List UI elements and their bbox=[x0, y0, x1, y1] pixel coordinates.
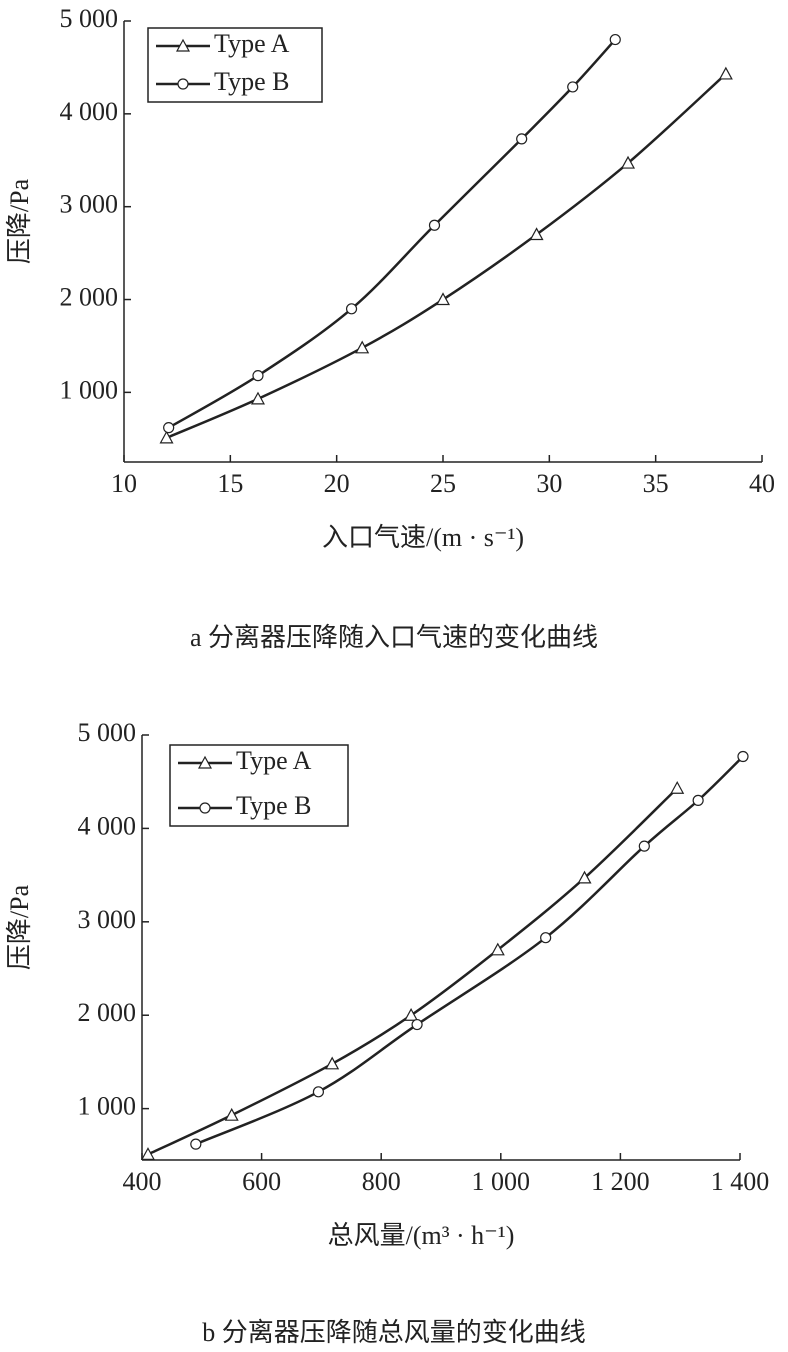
caption: a 分离器压降随入口气速的变化曲线 bbox=[190, 623, 598, 652]
x-tick-label: 25 bbox=[430, 469, 456, 498]
series-line bbox=[147, 787, 679, 1156]
data-point bbox=[567, 81, 579, 93]
data-point bbox=[692, 794, 704, 806]
x-tick-label: 40 bbox=[749, 469, 775, 498]
data-point bbox=[355, 340, 370, 354]
x-tick-label: 35 bbox=[643, 469, 669, 498]
legend-marker bbox=[175, 38, 191, 52]
x-tick-label: 1 400 bbox=[711, 1167, 770, 1196]
data-point bbox=[140, 1147, 155, 1160]
y-axis-label: 压降/Pa bbox=[5, 884, 34, 970]
data-point bbox=[670, 780, 685, 794]
data-point bbox=[540, 932, 552, 944]
y-tick-label: 2 000 bbox=[60, 282, 119, 311]
legend-marker bbox=[177, 78, 189, 90]
y-tick-label: 5 000 bbox=[60, 4, 119, 33]
x-tick-label: 20 bbox=[324, 469, 350, 498]
data-point bbox=[435, 292, 451, 306]
legend-label: Type B bbox=[214, 67, 289, 96]
data-point bbox=[718, 66, 733, 80]
x-tick-label: 800 bbox=[362, 1167, 401, 1196]
data-point bbox=[609, 33, 621, 46]
x-tick-label: 1 000 bbox=[472, 1167, 531, 1196]
legend-label: Type A bbox=[214, 29, 290, 58]
x-tick-label: 10 bbox=[111, 469, 137, 498]
x-tick-label: 15 bbox=[217, 469, 243, 498]
data-point bbox=[621, 155, 636, 169]
data-point bbox=[404, 1007, 419, 1021]
y-tick-label: 3 000 bbox=[60, 190, 119, 219]
data-point bbox=[159, 430, 174, 444]
data-point bbox=[345, 303, 358, 315]
data-point bbox=[163, 422, 175, 434]
data-point bbox=[428, 219, 441, 231]
data-point bbox=[224, 1107, 239, 1121]
data-point bbox=[638, 840, 650, 852]
legend-marker bbox=[199, 802, 211, 814]
x-axis-label: 总风量/(m³ · h⁻¹) bbox=[328, 1221, 515, 1250]
data-point bbox=[252, 370, 264, 382]
y-tick-label: 1 000 bbox=[78, 1092, 137, 1121]
y-axis-label: 压降/Pa bbox=[5, 178, 34, 264]
y-tick-label: 5 000 bbox=[78, 718, 137, 747]
x-axis-label: 入口气速/(m · s⁻¹) bbox=[322, 523, 524, 552]
data-point bbox=[190, 1138, 202, 1150]
y-tick-label: 4 000 bbox=[78, 811, 137, 840]
data-point bbox=[490, 942, 505, 956]
x-tick-label: 1 200 bbox=[591, 1167, 650, 1196]
legend-box bbox=[169, 744, 349, 827]
legend-marker bbox=[197, 755, 213, 769]
data-point bbox=[411, 1018, 423, 1031]
y-tick-label: 1 000 bbox=[60, 375, 119, 404]
legend-label: Type B bbox=[236, 791, 311, 820]
data-point bbox=[529, 227, 544, 241]
x-tick-label: 400 bbox=[123, 1167, 162, 1196]
data-point bbox=[577, 870, 592, 884]
data-point bbox=[312, 1086, 325, 1098]
x-tick-label: 30 bbox=[536, 469, 562, 498]
x-tick-label: 600 bbox=[242, 1167, 281, 1196]
y-tick-label: 4 000 bbox=[60, 97, 119, 126]
data-point bbox=[325, 1056, 340, 1070]
legend-label: Type A bbox=[236, 746, 312, 775]
data-point bbox=[516, 133, 528, 145]
series-line bbox=[166, 72, 727, 440]
data-point bbox=[250, 391, 265, 405]
caption: b 分离器压降随总风量的变化曲线 bbox=[202, 1318, 586, 1347]
y-tick-label: 3 000 bbox=[78, 905, 137, 934]
data-point bbox=[737, 750, 749, 763]
y-tick-label: 2 000 bbox=[78, 998, 137, 1027]
legend-box bbox=[147, 27, 323, 103]
